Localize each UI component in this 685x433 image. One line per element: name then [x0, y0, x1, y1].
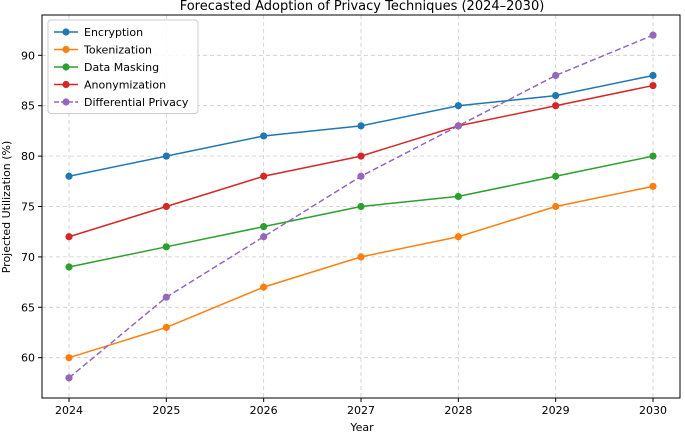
data-point: [357, 122, 365, 130]
data-point: [162, 202, 170, 211]
data-point: [649, 81, 657, 90]
x-tick-label: 2030: [639, 404, 667, 417]
data-point: [357, 152, 365, 160]
data-point: [454, 192, 462, 201]
x-tick-label: 2026: [250, 404, 278, 417]
legend-box: [47, 19, 199, 114]
x-axis-ticks: 2024 2025 2026 2027 2028 2029 2030: [55, 398, 667, 417]
legend-item: Tokenization: [54, 44, 152, 57]
series-anonymization: [65, 81, 657, 241]
y-tick-label: 80: [21, 150, 35, 163]
y-tick-label: 90: [21, 49, 35, 62]
x-tick-label: 2025: [152, 404, 180, 417]
data-point: [552, 202, 560, 211]
series-encryption: [65, 71, 657, 180]
legend-label: Anonymization: [84, 79, 166, 92]
y-tick-label: 65: [21, 301, 35, 314]
series-group: [65, 31, 657, 382]
data-point: [649, 182, 657, 190]
legend-marker: [62, 80, 70, 89]
legend-label: Differential Privacy: [84, 96, 189, 109]
series-data-masking: [65, 152, 657, 271]
data-point: [65, 172, 73, 180]
data-point: [357, 202, 365, 211]
data-point: [552, 92, 560, 100]
data-point: [65, 233, 73, 241]
legend-marker: [62, 45, 70, 54]
data-point: [649, 152, 657, 160]
data-point: [552, 172, 560, 180]
data-point: [65, 354, 73, 362]
data-point: [552, 71, 560, 80]
legend-marker: [62, 28, 70, 36]
data-point: [649, 31, 657, 39]
x-tick-label: 2027: [347, 404, 375, 417]
data-point: [552, 102, 560, 110]
data-point: [65, 263, 73, 271]
legend-item: Differential Privacy: [54, 96, 189, 109]
x-tick-label: 2024: [55, 404, 83, 417]
data-point: [162, 323, 170, 332]
legend-item: Encryption: [54, 26, 143, 39]
legend-label: Tokenization: [83, 44, 152, 57]
y-tick-label: 60: [21, 352, 35, 365]
chart-title: Forecasted Adoption of Privacy Technique…: [180, 0, 545, 14]
data-point: [454, 102, 462, 110]
y-axis-label: Projected Utilization (%): [0, 141, 13, 274]
x-tick-label: 2028: [444, 404, 472, 417]
data-point: [260, 283, 268, 291]
x-tick-label: 2029: [542, 404, 570, 417]
y-axis-ticks: 60 65 70 75 80 85 90: [21, 49, 42, 365]
legend-label: Encryption: [84, 26, 143, 39]
data-point: [649, 71, 657, 80]
y-tick-label: 70: [21, 251, 35, 264]
data-point: [162, 152, 170, 160]
data-point: [260, 172, 268, 180]
series-tokenization: [65, 182, 657, 362]
data-point: [454, 233, 462, 241]
data-point: [162, 293, 170, 301]
data-point: [260, 233, 268, 241]
legend-item: Anonymization: [54, 79, 166, 92]
x-axis-label: Year: [349, 421, 374, 433]
legend: Encryption Tokenization Data Masking Anonym…: [47, 19, 199, 114]
series-differential-privacy: [65, 31, 657, 382]
legend-marker: [62, 98, 70, 106]
data-point: [357, 172, 365, 180]
data-point: [162, 243, 170, 251]
data-point: [260, 132, 268, 140]
data-point: [260, 223, 268, 231]
y-tick-label: 75: [21, 201, 35, 214]
data-point: [454, 122, 462, 130]
data-point: [357, 253, 365, 261]
data-point: [65, 374, 73, 382]
legend-item: Data Masking: [54, 61, 159, 74]
legend-marker: [62, 63, 70, 71]
y-tick-label: 85: [21, 100, 35, 113]
legend-label: Data Masking: [84, 61, 159, 74]
